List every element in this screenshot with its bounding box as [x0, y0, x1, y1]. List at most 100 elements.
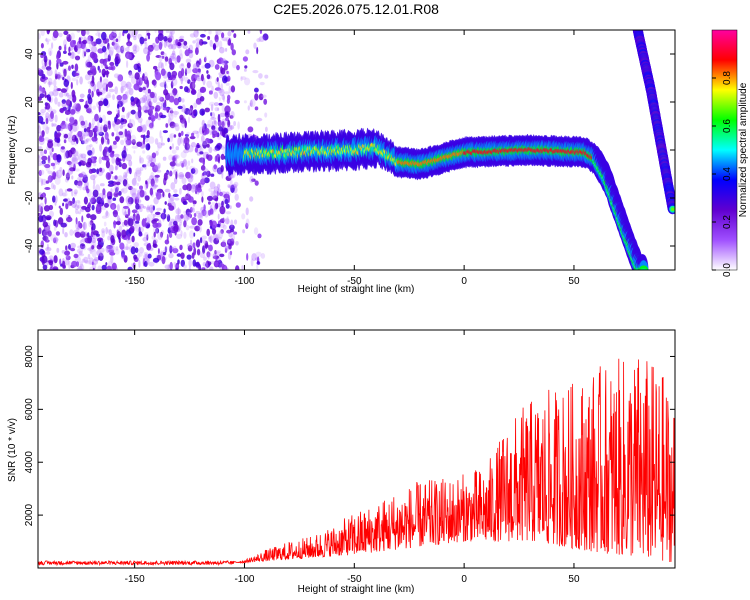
noise-blob	[199, 212, 204, 218]
noise-blob	[40, 53, 44, 59]
noise-blob	[142, 205, 146, 209]
noise-blob	[150, 162, 155, 168]
noise-blob	[230, 85, 236, 93]
noise-blob	[133, 195, 140, 200]
noise-blob	[163, 208, 166, 214]
noise-blob	[196, 30, 199, 34]
noise-blob	[68, 65, 71, 71]
noise-blob	[118, 131, 124, 136]
noise-blob	[116, 74, 122, 82]
noise-blob	[254, 87, 259, 93]
noise-blob	[184, 76, 189, 83]
noise-blob	[143, 47, 149, 55]
noise-blob	[79, 184, 82, 191]
noise-blob	[126, 112, 129, 120]
noise-blob	[102, 45, 107, 53]
noise-blob	[220, 229, 224, 234]
noise-blob	[102, 87, 106, 94]
noise-blob	[199, 151, 204, 155]
band-segment	[638, 265, 649, 270]
noise-blob	[84, 74, 91, 81]
noise-blob	[41, 255, 48, 264]
noise-blob	[210, 112, 216, 119]
noise-blob	[101, 239, 105, 243]
noise-blob	[109, 61, 115, 67]
noise-blob	[195, 47, 199, 55]
noise-blob	[202, 157, 205, 166]
noise-blob	[202, 239, 207, 244]
noise-blob	[38, 87, 44, 95]
noise-blob	[161, 101, 167, 109]
noise-blob	[196, 187, 202, 193]
noise-blob	[108, 249, 115, 253]
noise-blob	[90, 196, 94, 205]
noise-blob	[134, 45, 140, 53]
noise-blob	[82, 186, 87, 191]
noise-blob	[85, 61, 89, 68]
noise-blob	[139, 247, 144, 254]
noise-blob	[179, 114, 184, 121]
noise-blob	[105, 94, 112, 99]
noise-blob	[189, 33, 196, 38]
noise-blob	[67, 52, 72, 56]
noise-blob	[71, 175, 74, 180]
noise-blob	[198, 264, 202, 270]
noise-blob	[137, 104, 142, 112]
noise-blob	[178, 224, 182, 231]
x-tick-label: 0	[461, 276, 467, 287]
noise-blob	[62, 227, 65, 235]
noise-blob	[114, 56, 121, 65]
noise-blob	[94, 125, 99, 132]
noise-blob	[225, 47, 228, 52]
noise-blob	[116, 136, 119, 143]
noise-blob	[208, 188, 213, 192]
noise-blob	[144, 182, 148, 191]
noise-blob	[127, 111, 130, 119]
noise-blob	[100, 62, 104, 69]
noise-blob	[69, 100, 72, 108]
noise-blob	[188, 266, 191, 270]
noise-blob	[169, 35, 174, 41]
noise-blob	[145, 136, 149, 143]
noise-blob	[180, 230, 183, 237]
noise-blob	[111, 176, 115, 180]
noise-blob	[41, 130, 45, 138]
noise-blob	[168, 197, 174, 205]
noise-blob	[71, 156, 78, 165]
noise-blob	[56, 137, 61, 144]
noise-blob	[133, 83, 140, 91]
noise-blob	[258, 93, 264, 101]
noise-blob	[230, 228, 234, 233]
noise-blob	[130, 134, 137, 143]
noise-blob	[121, 187, 128, 194]
noise-blob	[157, 105, 163, 110]
noise-blob	[54, 114, 58, 123]
noise-blob	[127, 233, 131, 241]
noise-blob	[148, 155, 154, 162]
noise-blob	[124, 128, 128, 138]
noise-blob	[114, 86, 118, 95]
noise-blob	[184, 108, 191, 115]
noise-blob	[88, 168, 93, 174]
noise-blob	[146, 214, 153, 223]
noise-blob	[209, 130, 213, 136]
noise-blob	[74, 102, 78, 108]
noise-blob	[215, 30, 222, 36]
noise-blob	[120, 188, 125, 192]
noise-blob	[106, 36, 109, 44]
noise-blob	[168, 253, 174, 259]
noise-blob	[192, 242, 196, 249]
noise-blob	[66, 92, 70, 97]
noise-blob	[223, 63, 229, 71]
noise-blob	[82, 134, 86, 139]
noise-blob	[171, 149, 177, 154]
noise-blob	[193, 187, 198, 192]
noise-blob	[241, 213, 246, 220]
noise-blob	[146, 154, 152, 160]
noise-blob	[59, 108, 64, 113]
noise-blob	[221, 121, 225, 128]
noise-blob	[65, 172, 70, 181]
noise-blob	[193, 232, 196, 237]
noise-blob	[193, 213, 197, 217]
snr-plot-area	[38, 358, 675, 567]
